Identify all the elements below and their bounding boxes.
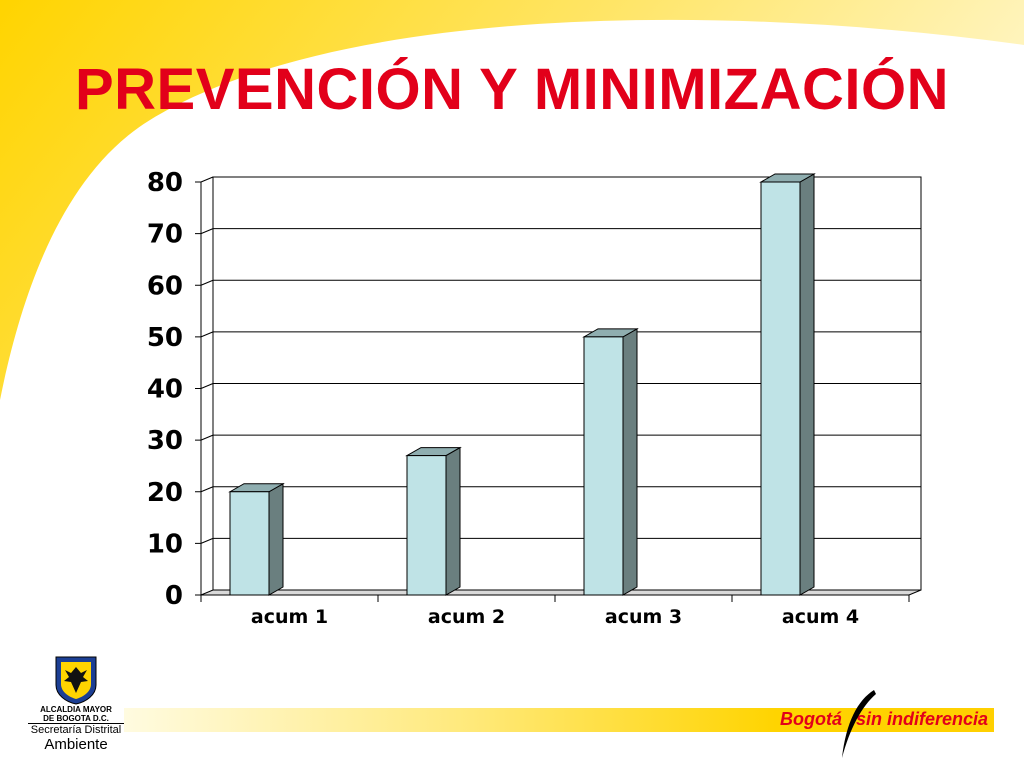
gridline-depth [200,486,214,493]
x-tick-label: acum 2 [428,606,505,628]
y-tick-label: 0 [165,581,183,611]
chart-labels: 0 10 20 30 40 50 60 70 80 acum 1 acum 2 acum 3 acum … [147,168,859,628]
y-tick-label: 30 [147,426,183,456]
bar-side [622,328,638,596]
bar [583,336,624,596]
gridline-depth [200,228,214,235]
yellow-swoosh-background [0,0,1024,400]
y-tick-label: 60 [147,271,183,301]
gridline-depth [200,383,214,389]
slide-title: PREVENCIÓN Y MINIMIZACIÓN [74,57,949,122]
bogota-coat-of-arms-icon [55,656,97,705]
logo-text-ambiente: Ambiente [44,736,108,753]
gridline-depth [200,279,214,286]
brand-text-sin-indiferencia: sin indiferencia [856,709,989,729]
gridline-depth [200,331,214,338]
y-tick-label: 40 [147,375,183,405]
logo-text-secretaria: Secretaría Distrital [30,724,122,736]
x-tick-label: acum 1 [251,606,328,628]
y-tick-label: 20 [147,478,183,508]
logo-text-bogota: DE BOGOTA D.C. [28,714,124,724]
chart-axes [195,181,910,602]
bar [229,491,270,596]
brand-logo-text: Bogotá sin indiferencia [780,709,988,730]
x-tick-label: acum 3 [605,606,682,628]
alcaldia-logo: ALCALDIA MAYOR DE BOGOTA D.C. Secretaría… [28,655,124,760]
bar-side [268,482,284,596]
bar [760,181,801,596]
y-tick-label: 80 [147,168,183,198]
gridline-depth [200,537,214,544]
chart-floor [200,589,922,596]
gridline-depth [200,434,214,441]
y-tick-label: 10 [147,529,183,559]
brand-swoosh-icon [842,690,876,758]
chart-bars [228,173,816,596]
bar-side [445,446,461,596]
y-tick-label: 50 [147,323,183,353]
bar [406,455,447,596]
x-tick-label: acum 4 [782,606,859,628]
gridline-depth [200,176,214,183]
bar-side [799,173,815,596]
y-tick-label: 70 [147,220,183,250]
brand-text-bogota: Bogotá [780,709,842,729]
logo-text-alcaldia: ALCALDIA MAYOR [40,705,112,714]
